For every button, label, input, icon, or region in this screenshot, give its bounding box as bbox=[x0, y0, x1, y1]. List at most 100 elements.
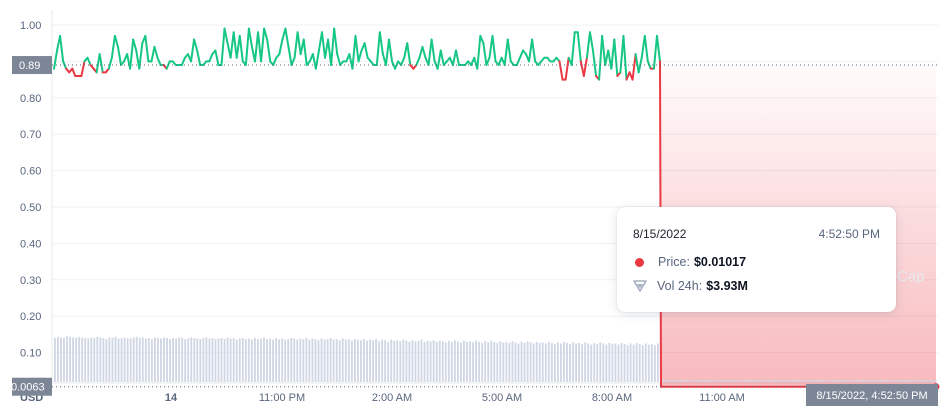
volume-bar bbox=[566, 342, 568, 382]
volume-bar bbox=[135, 336, 138, 382]
price-segment bbox=[293, 31, 299, 59]
volume-bar bbox=[132, 337, 135, 382]
price-segment bbox=[116, 45, 122, 67]
volume-bar bbox=[671, 379, 673, 382]
volume-bar bbox=[472, 342, 474, 382]
volume-bar bbox=[789, 379, 792, 382]
volume-bar bbox=[402, 339, 405, 382]
volume-bar bbox=[795, 379, 798, 382]
volume-bar bbox=[305, 338, 308, 382]
volume-bar bbox=[541, 342, 544, 382]
volume-bar bbox=[299, 338, 302, 382]
volume-bar bbox=[357, 339, 359, 382]
price-segment bbox=[363, 42, 369, 59]
volume-bar bbox=[704, 379, 707, 382]
price-segment bbox=[223, 27, 229, 45]
volume-bar bbox=[683, 379, 686, 382]
volume-bar bbox=[463, 340, 465, 382]
volume-bar bbox=[187, 338, 190, 382]
volume-bar bbox=[925, 379, 928, 382]
volume-bar bbox=[487, 342, 490, 382]
volume-bar bbox=[801, 379, 804, 382]
price-segment bbox=[302, 38, 308, 67]
volume-bars bbox=[54, 336, 937, 382]
volume-bar bbox=[438, 340, 441, 382]
volume-bar bbox=[338, 340, 341, 382]
price-segment bbox=[503, 38, 509, 67]
volume-bar bbox=[792, 379, 795, 382]
volume-bar bbox=[178, 337, 181, 382]
current-price-badge-label: 0.0063 bbox=[11, 382, 45, 394]
volume-bar bbox=[63, 338, 65, 382]
crosshair-time-label: 8/15/2022, 4:52:50 PM bbox=[816, 390, 927, 402]
volume-bar bbox=[138, 338, 141, 382]
volume-bar bbox=[350, 340, 353, 382]
reference-price-badge bbox=[12, 56, 52, 75]
volume-bar bbox=[493, 341, 496, 382]
volume-bar bbox=[569, 344, 571, 382]
volume-bar bbox=[632, 344, 635, 382]
price-segment bbox=[592, 49, 598, 77]
volume-bar bbox=[581, 344, 584, 382]
volume-bar bbox=[731, 379, 734, 382]
volume-bar bbox=[172, 338, 174, 382]
volume-bar bbox=[263, 337, 265, 382]
volume-bar bbox=[223, 339, 226, 382]
volume-bar bbox=[432, 340, 435, 382]
volume-bar bbox=[296, 339, 299, 382]
volume-bar bbox=[399, 341, 402, 382]
y-tick-label: 1.00 bbox=[20, 20, 41, 32]
volume-bar bbox=[163, 337, 165, 382]
volume-bar bbox=[184, 339, 187, 382]
volume-bar bbox=[66, 336, 68, 382]
price-segment bbox=[427, 38, 433, 67]
volume-bar bbox=[81, 337, 84, 382]
price-segment bbox=[253, 31, 260, 63]
volume-bar bbox=[466, 341, 468, 382]
volume-bar bbox=[323, 339, 326, 382]
volume-bar bbox=[777, 379, 779, 382]
price-segment bbox=[588, 31, 595, 52]
volume-bar bbox=[469, 341, 471, 382]
volume-bar bbox=[837, 379, 840, 382]
price-segment bbox=[80, 60, 86, 77]
volume-bar bbox=[605, 344, 608, 382]
volume-bar bbox=[347, 339, 350, 382]
volume-bar bbox=[716, 379, 719, 382]
price-segment bbox=[387, 38, 394, 63]
volume-bar bbox=[320, 338, 323, 382]
volume-bar bbox=[456, 341, 459, 382]
volume-bar bbox=[665, 379, 667, 382]
volume-bar bbox=[93, 338, 96, 382]
volume-bar bbox=[798, 379, 801, 382]
volume-bar bbox=[275, 338, 278, 382]
volume-bar bbox=[517, 343, 520, 382]
volume-bar bbox=[614, 343, 617, 382]
price-segment bbox=[95, 53, 101, 74]
tooltip-volume-label: Vol 24h: bbox=[657, 279, 703, 293]
price-segment bbox=[330, 27, 336, 67]
volume-bar bbox=[417, 340, 420, 382]
volume-bar bbox=[689, 379, 692, 382]
volume-bar bbox=[547, 341, 550, 382]
volume-bar bbox=[117, 338, 120, 382]
volume-bar bbox=[771, 379, 773, 382]
volume-bar bbox=[220, 338, 223, 382]
volume-bar bbox=[855, 379, 858, 382]
price-segment bbox=[129, 38, 135, 70]
volume-bar bbox=[317, 340, 320, 382]
volume-bar bbox=[363, 339, 365, 382]
price-dot-icon bbox=[635, 257, 644, 267]
volume-bar bbox=[308, 339, 311, 382]
volume-bar bbox=[550, 342, 553, 382]
volume-bar bbox=[284, 339, 287, 382]
y-tick-label: 0.30 bbox=[20, 275, 41, 287]
volume-bar bbox=[441, 341, 444, 382]
volume-bar bbox=[126, 338, 129, 382]
volume-bar bbox=[108, 337, 111, 382]
price-segment bbox=[247, 27, 253, 48]
volume-bar bbox=[69, 336, 71, 382]
volume-bar bbox=[169, 339, 171, 382]
